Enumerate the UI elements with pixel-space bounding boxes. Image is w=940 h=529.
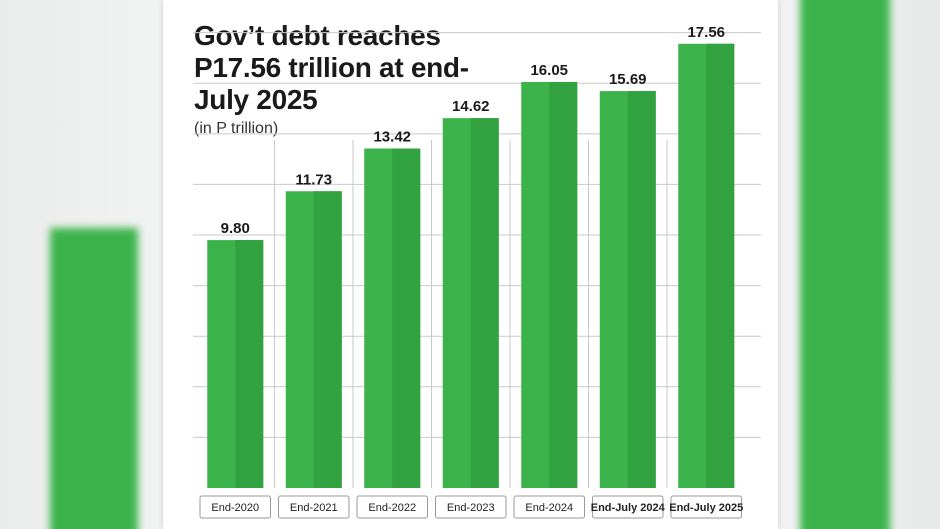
x-tick-label: End-2022 <box>368 502 416 514</box>
category-box <box>592 495 664 519</box>
data-label: 11.73 <box>295 171 332 188</box>
chart-title: Gov’t debt reaches P17.56 trillion at en… <box>194 20 469 115</box>
bar-shade <box>235 240 264 488</box>
right-blurred-panel <box>778 0 940 529</box>
bar-shade <box>706 43 735 489</box>
data-label: 15.69 <box>609 71 647 88</box>
data-label: 9.80 <box>221 220 250 237</box>
bar-shade <box>313 191 342 488</box>
x-tick-label: End-July 2025 <box>669 502 743 514</box>
bar-shade <box>627 91 656 489</box>
x-tick-label: End-July 2024 <box>591 502 666 514</box>
category-box <box>513 495 585 519</box>
chart-card: Gov’t debt reaches P17.56 trillion at en… <box>163 0 778 529</box>
category-box <box>670 495 742 519</box>
blurred-bar-decoration <box>800 0 890 529</box>
x-tick-label: End-2024 <box>525 502 573 514</box>
unit-label: (in P trillion) <box>194 120 279 137</box>
category-box <box>199 495 271 519</box>
bar-shade <box>392 148 421 489</box>
category-box <box>278 495 350 519</box>
x-tick-label: End-2021 <box>290 502 338 514</box>
x-tick-label: End-2023 <box>447 502 495 514</box>
category-box <box>356 495 428 519</box>
category-box <box>435 495 507 519</box>
x-tick-label: End-2020 <box>211 502 259 514</box>
data-label: 17.56 <box>687 24 725 41</box>
blurred-bar-decoration <box>50 228 138 529</box>
bar-shade <box>470 118 499 489</box>
data-label: 16.05 <box>530 62 568 79</box>
left-blurred-panel <box>0 0 163 529</box>
bar-shade <box>549 81 578 488</box>
data-label: 13.42 <box>373 129 411 146</box>
data-label: 14.62 <box>452 98 490 115</box>
bar-chart: 9.80 End-2020 11.73 End-2021 13.42 End-2022 14… <box>193 24 761 519</box>
